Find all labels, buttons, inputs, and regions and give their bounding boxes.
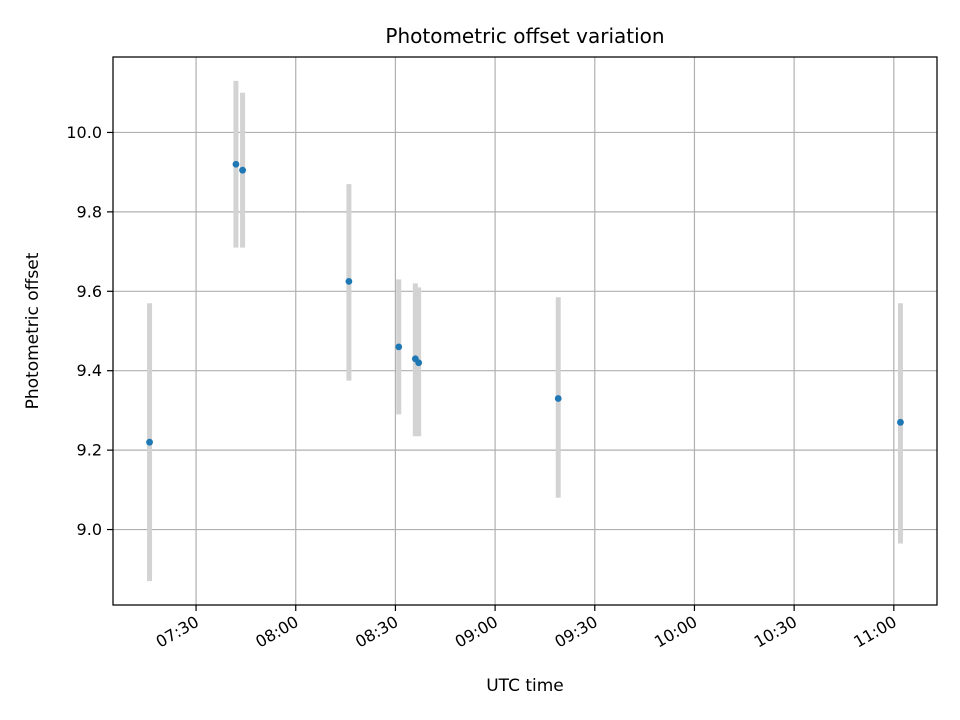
y-tick-label: 9.2 — [77, 441, 102, 460]
data-point — [897, 418, 904, 426]
data-point — [554, 395, 562, 402]
chart-title: Photometric offset variation — [385, 24, 664, 48]
y-tick-label: 9.8 — [77, 202, 102, 221]
y-axis-title: Photometric offset — [23, 252, 43, 409]
grid-lines — [113, 57, 937, 605]
plot-frame — [112, 56, 938, 606]
x-axis-title: UTC time — [486, 676, 564, 696]
data-point — [232, 160, 240, 168]
data-point — [395, 343, 403, 351]
data-point — [415, 359, 423, 367]
data-point — [345, 277, 353, 285]
y-tick-label: 9.4 — [77, 361, 102, 380]
data-points — [146, 160, 904, 446]
y-axis-ticks: 9.0 9.2 9.4 9.6 9.8 10.0 — [66, 123, 113, 539]
data-point — [239, 166, 246, 174]
y-tick-label: 9.6 — [77, 282, 102, 301]
y-tick-label: 9.0 — [77, 520, 102, 539]
y-tick-label: 10.0 — [66, 123, 102, 142]
data-point — [146, 438, 153, 446]
